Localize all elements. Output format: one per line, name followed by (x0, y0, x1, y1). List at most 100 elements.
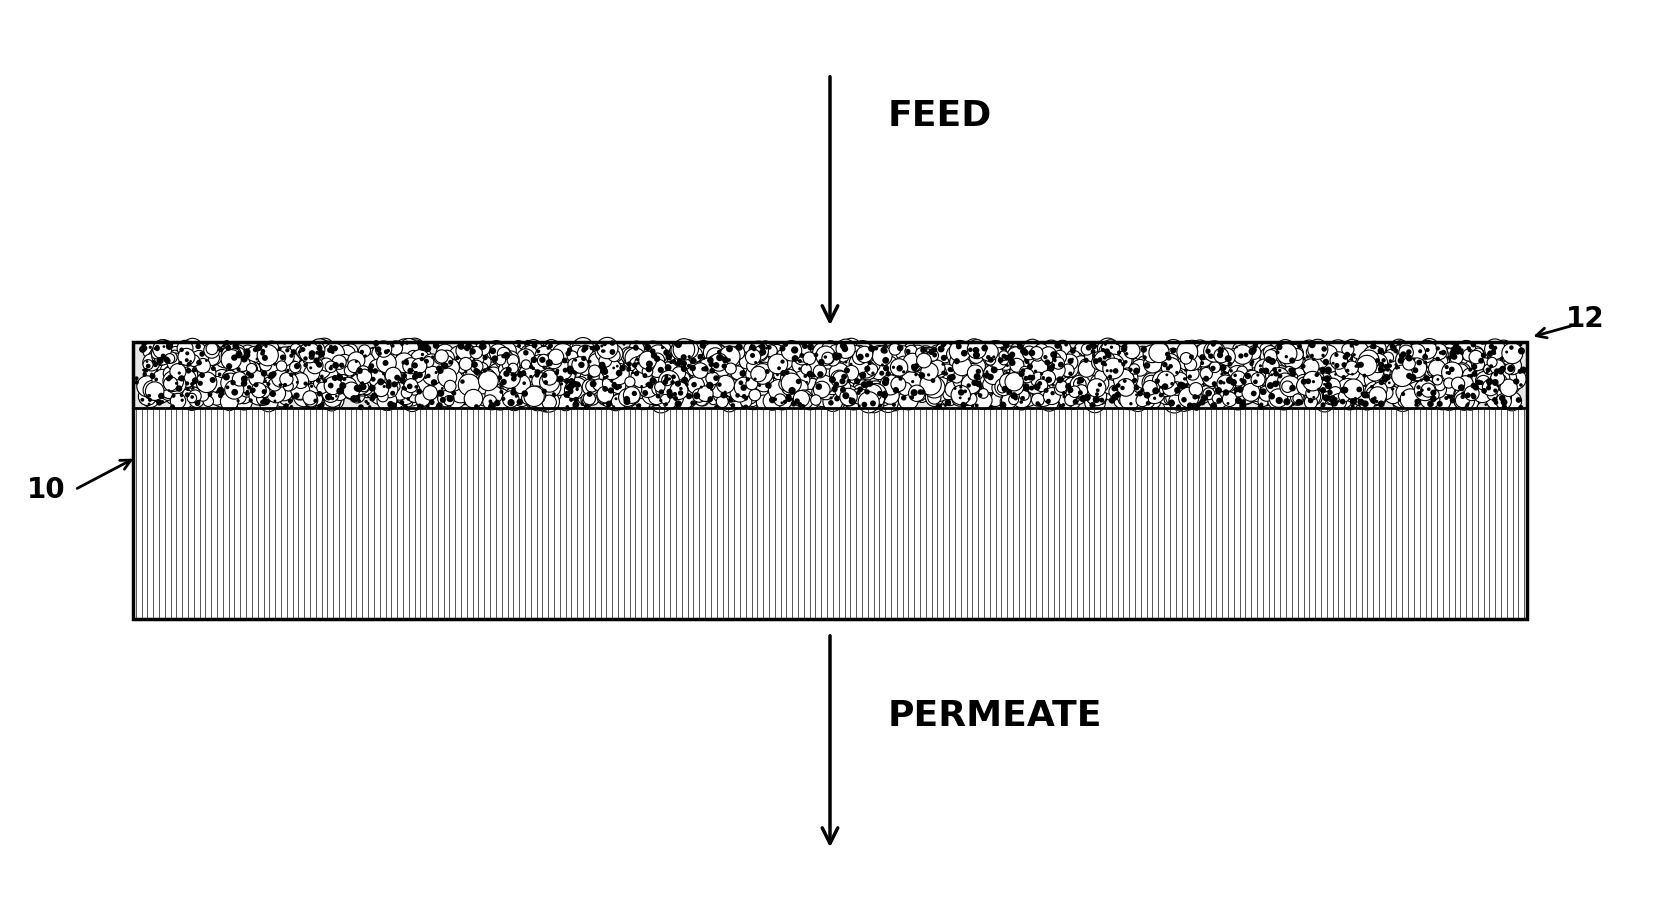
Ellipse shape (661, 395, 671, 404)
Ellipse shape (392, 382, 397, 387)
Ellipse shape (893, 359, 906, 374)
Ellipse shape (775, 343, 788, 355)
Ellipse shape (699, 343, 706, 348)
Ellipse shape (355, 385, 362, 393)
Ellipse shape (1277, 365, 1291, 380)
Ellipse shape (267, 384, 286, 401)
Ellipse shape (481, 344, 486, 349)
Ellipse shape (181, 398, 184, 402)
Ellipse shape (219, 389, 224, 395)
Ellipse shape (442, 362, 448, 370)
Ellipse shape (991, 354, 1006, 370)
Ellipse shape (1456, 366, 1472, 383)
Ellipse shape (463, 367, 481, 384)
Ellipse shape (1423, 360, 1428, 364)
Ellipse shape (767, 384, 772, 389)
Ellipse shape (521, 345, 536, 360)
Ellipse shape (1291, 403, 1295, 406)
Ellipse shape (1142, 372, 1164, 394)
Ellipse shape (1004, 377, 1018, 389)
Ellipse shape (289, 372, 294, 377)
Ellipse shape (241, 367, 251, 377)
Ellipse shape (1200, 346, 1218, 364)
Ellipse shape (674, 382, 687, 395)
Ellipse shape (1315, 372, 1325, 383)
Ellipse shape (603, 362, 613, 372)
Ellipse shape (203, 346, 222, 366)
Ellipse shape (867, 381, 873, 387)
Ellipse shape (531, 367, 535, 371)
Ellipse shape (898, 385, 920, 407)
Ellipse shape (1157, 364, 1172, 380)
Ellipse shape (324, 373, 335, 384)
Ellipse shape (1038, 346, 1059, 367)
Ellipse shape (317, 350, 325, 358)
Ellipse shape (252, 375, 272, 395)
Ellipse shape (828, 400, 833, 406)
Ellipse shape (1360, 392, 1370, 401)
Ellipse shape (896, 345, 903, 351)
Ellipse shape (1120, 362, 1125, 366)
Ellipse shape (193, 377, 199, 384)
Ellipse shape (1174, 355, 1185, 366)
Ellipse shape (740, 397, 750, 407)
Ellipse shape (1170, 382, 1184, 395)
Ellipse shape (848, 373, 863, 389)
Ellipse shape (516, 380, 530, 392)
Ellipse shape (443, 383, 463, 404)
Ellipse shape (1356, 362, 1361, 368)
Ellipse shape (249, 373, 254, 379)
Ellipse shape (481, 345, 500, 362)
Ellipse shape (870, 362, 888, 380)
Ellipse shape (679, 351, 692, 364)
Ellipse shape (282, 341, 287, 345)
Ellipse shape (1461, 392, 1464, 395)
Ellipse shape (403, 405, 408, 409)
Ellipse shape (725, 348, 744, 366)
Ellipse shape (473, 352, 491, 371)
Ellipse shape (664, 349, 669, 356)
Ellipse shape (546, 373, 564, 391)
Ellipse shape (1278, 346, 1300, 368)
Ellipse shape (274, 386, 286, 397)
Ellipse shape (818, 361, 823, 366)
Ellipse shape (171, 394, 186, 408)
Ellipse shape (1218, 348, 1235, 366)
Ellipse shape (536, 370, 554, 388)
Ellipse shape (304, 363, 307, 368)
Ellipse shape (681, 366, 687, 372)
Ellipse shape (657, 378, 674, 395)
Ellipse shape (865, 389, 870, 395)
Ellipse shape (636, 361, 639, 365)
Ellipse shape (1232, 369, 1253, 390)
Ellipse shape (513, 367, 523, 376)
Ellipse shape (1132, 359, 1149, 376)
Ellipse shape (402, 387, 412, 398)
Ellipse shape (290, 381, 310, 399)
Ellipse shape (883, 344, 888, 347)
Ellipse shape (951, 390, 968, 407)
Ellipse shape (1243, 387, 1257, 400)
Ellipse shape (410, 374, 428, 393)
Ellipse shape (1308, 383, 1321, 395)
Ellipse shape (463, 364, 478, 379)
Ellipse shape (322, 369, 340, 386)
Ellipse shape (1406, 388, 1419, 400)
Ellipse shape (564, 385, 569, 390)
Ellipse shape (191, 382, 194, 386)
Ellipse shape (1101, 343, 1117, 359)
Ellipse shape (1426, 360, 1438, 373)
Ellipse shape (769, 396, 775, 403)
Ellipse shape (1444, 379, 1454, 390)
Ellipse shape (1298, 359, 1308, 368)
Ellipse shape (476, 362, 486, 372)
Ellipse shape (1023, 376, 1041, 394)
Ellipse shape (1457, 354, 1467, 364)
Ellipse shape (797, 402, 800, 406)
Ellipse shape (800, 404, 805, 409)
Ellipse shape (1419, 360, 1439, 380)
Ellipse shape (867, 389, 885, 407)
Ellipse shape (222, 375, 236, 388)
Ellipse shape (1308, 395, 1323, 409)
Ellipse shape (1341, 392, 1351, 401)
